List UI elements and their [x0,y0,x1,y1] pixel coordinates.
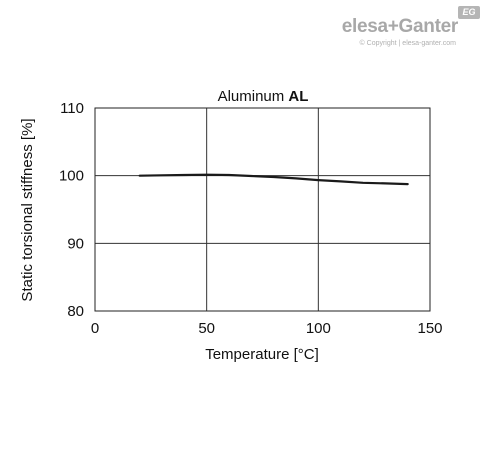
brand-copyright: © Copyright | elesa-ganter.com [359,40,456,47]
series-layer [138,173,409,186]
x-tick-label: 0 [91,320,99,337]
plot-frame [94,107,431,312]
x-tick-label: 150 [417,320,442,337]
y-axis-label: Static torsional stiffness [%] [19,118,36,301]
chart-title-regular: Aluminum [218,88,289,105]
y-tick-labels: 80 90 100 110 [59,100,84,320]
x-axis-label: Temperature [°C] [205,346,319,363]
brand-badge: EG [458,6,480,19]
y-tick-label: 110 [60,100,84,117]
brand-name: elesa+Ganter [341,16,459,37]
x-tick-labels: 0 50 100 150 [91,320,443,337]
series-line [138,173,409,186]
chart-title-bold: AL [288,88,308,105]
grid [95,108,430,311]
x-tick-label: 50 [198,320,215,337]
y-tick-label: 80 [67,303,84,320]
brand-logo: EG elesa+Ganter © Copyright | elesa-gant… [330,6,480,47]
chart-title: Aluminum AL [218,88,309,105]
y-tick-label: 100 [59,168,84,185]
y-tick-label: 90 [67,235,84,252]
x-tick-label: 100 [306,320,331,337]
